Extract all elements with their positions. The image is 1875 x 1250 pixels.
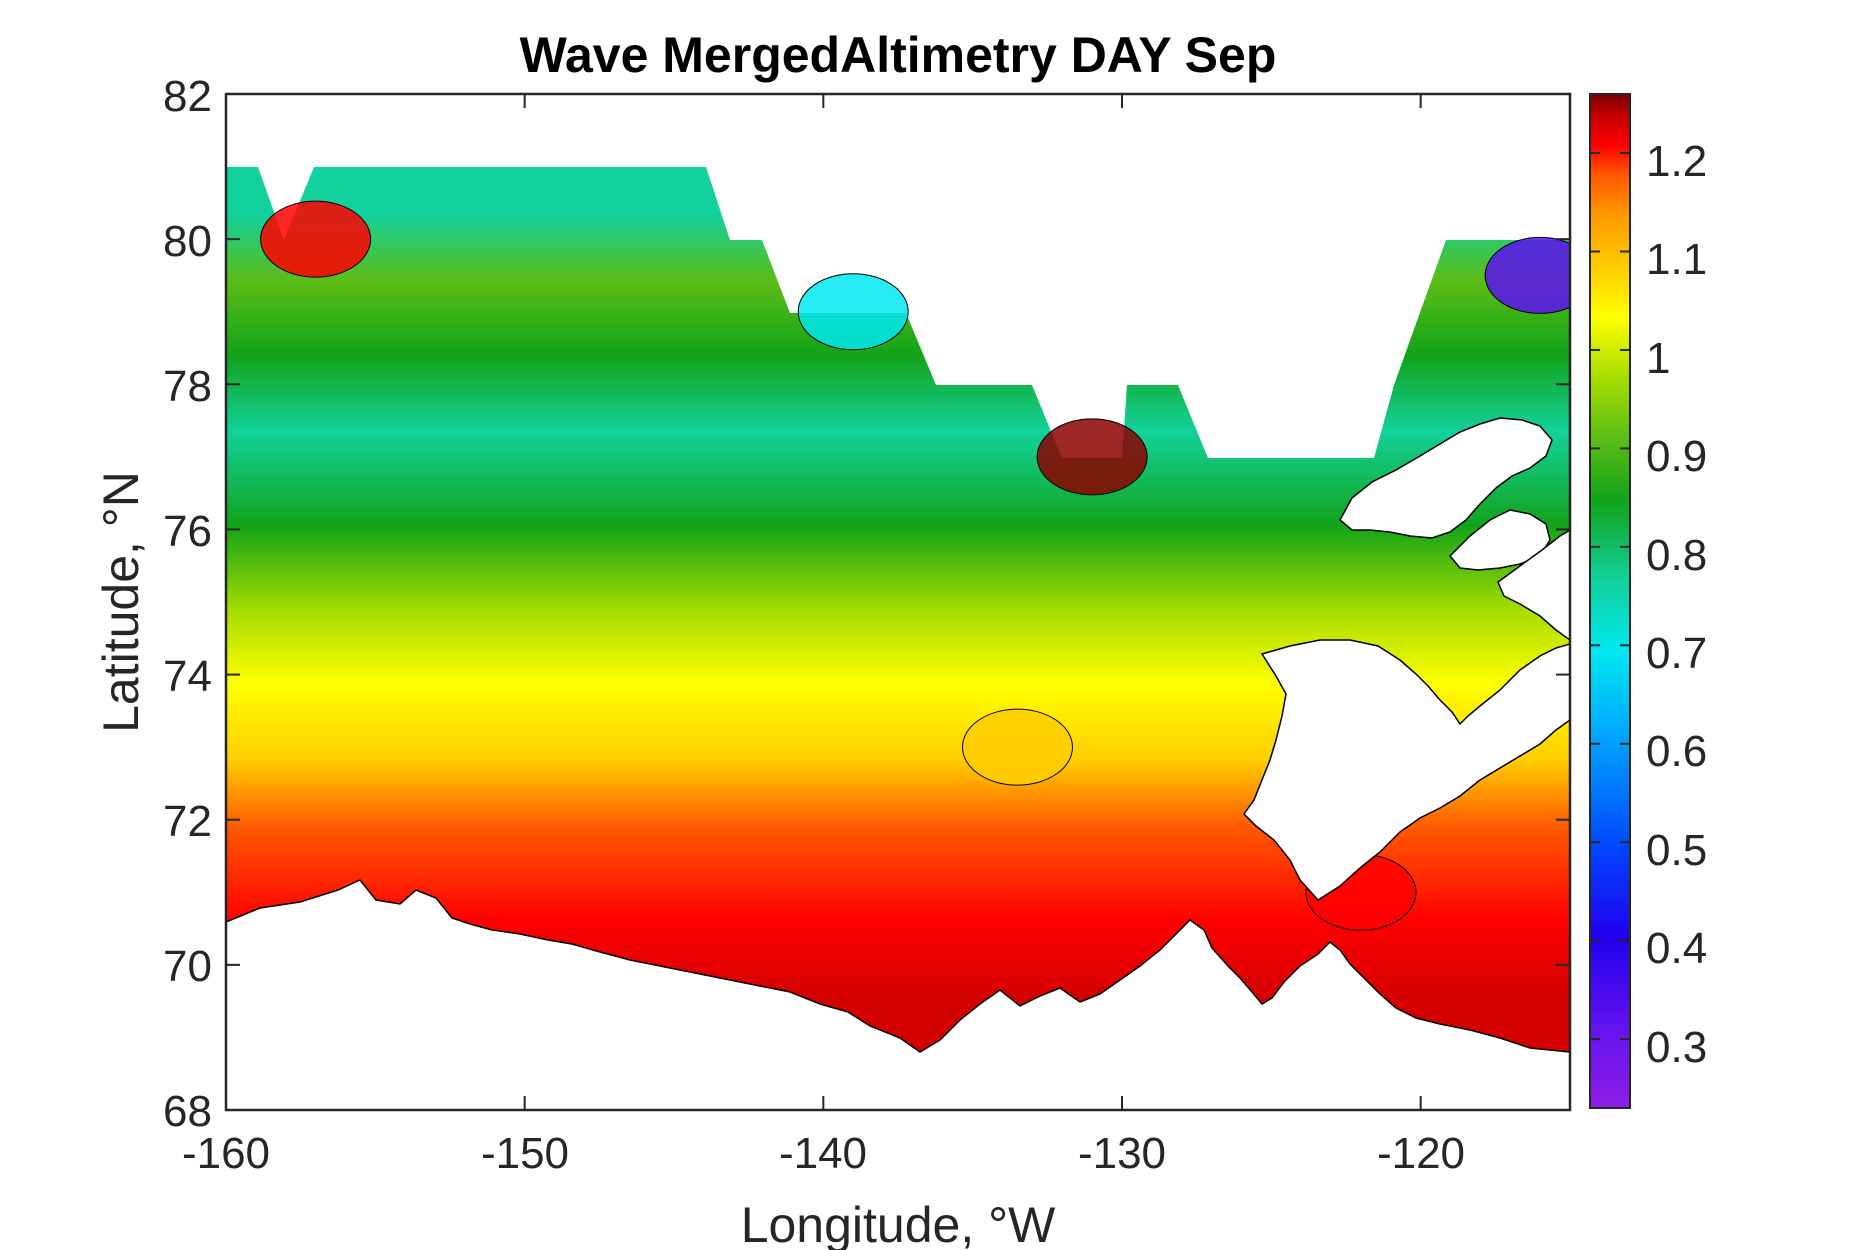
contour-feature-yellow-tongue xyxy=(961,708,1073,786)
colorbar-tick-label: 0.4 xyxy=(1646,924,1707,973)
y-tick-label: 78 xyxy=(163,362,212,411)
plot-frame xyxy=(224,92,1572,1112)
colorbar-ticks xyxy=(1590,152,1630,1041)
x-tick-label: -120 xyxy=(1377,1129,1465,1178)
land-northeast-islands xyxy=(1497,529,1570,641)
x-tick-label: -160 xyxy=(182,1129,270,1178)
contour-feature-max-northwest xyxy=(260,200,372,278)
y-tick-label: 72 xyxy=(163,797,212,846)
plot-area xyxy=(226,167,1570,1110)
contour-feature-min-northeast xyxy=(1484,236,1570,314)
colorbar-tick-label: 0.6 xyxy=(1646,727,1707,776)
y-tick-label: 70 xyxy=(163,942,212,991)
colorbar-tick-label: 0.8 xyxy=(1646,531,1707,580)
x-tick-label: -150 xyxy=(481,1129,569,1178)
y-tick-label: 82 xyxy=(163,72,212,121)
y-tick-label: 80 xyxy=(163,217,212,266)
colorbar-tick-label: 1.2 xyxy=(1646,137,1707,186)
land-banks-island xyxy=(1339,417,1553,539)
y-axis-label: Latitude, °N xyxy=(93,471,149,733)
y-tick-label: 74 xyxy=(163,652,212,701)
x-tick-label: -130 xyxy=(1078,1129,1166,1178)
colorbar xyxy=(1589,93,1631,1109)
land-mackenzie-delta xyxy=(1243,639,1570,901)
colorbar-tick-label: 0.5 xyxy=(1646,826,1707,875)
x-axis-label: Longitude, °W xyxy=(741,1197,1056,1250)
chart-title: Wave MergedAltimetry DAY Sep xyxy=(520,27,1277,83)
colorbar-tick-label: 0.7 xyxy=(1646,629,1707,678)
y-tick-label: 68 xyxy=(163,1087,212,1136)
land-alaska-yukon-coast xyxy=(226,879,1570,1110)
colorbar-tick-label: 1.1 xyxy=(1646,235,1707,284)
colorbar-tick-label: 1 xyxy=(1646,334,1670,383)
feature-layer xyxy=(260,200,1570,931)
y-tick-label: 76 xyxy=(163,507,212,556)
contour-feature-max-central-north xyxy=(1036,418,1148,496)
colorbar-tick-label: 0.3 xyxy=(1646,1023,1707,1072)
field-background xyxy=(226,167,1570,1110)
contour-feature-low-north xyxy=(797,273,909,351)
tick-marks xyxy=(225,93,1570,1111)
colorbar-tick-label: 0.9 xyxy=(1646,432,1707,481)
land-victoria-island xyxy=(1448,509,1551,571)
x-tick-label: -140 xyxy=(779,1129,867,1178)
